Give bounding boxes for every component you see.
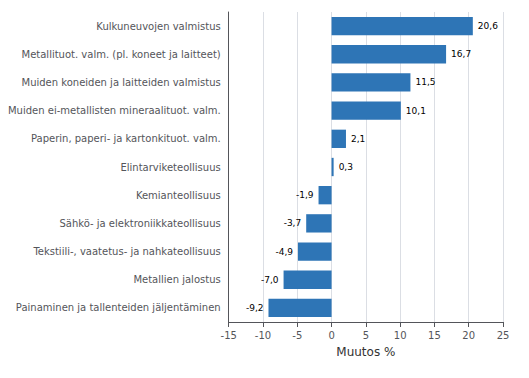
svg-text:0: 0: [328, 330, 334, 341]
svg-text:-3,7: -3,7: [284, 218, 302, 228]
svg-text:2,1: 2,1: [351, 134, 365, 144]
svg-text:Muiden koneiden ja laitteiden: Muiden koneiden ja laitteiden valmistus: [22, 77, 221, 88]
svg-text:Kemianteollisuus: Kemianteollisuus: [136, 190, 221, 201]
svg-text:Muutos %: Muutos %: [336, 345, 395, 359]
svg-text:-10: -10: [255, 330, 271, 341]
svg-text:Paperin, paperi- ja kartonkitu: Paperin, paperi- ja kartonkituot. valm.: [31, 133, 221, 144]
svg-text:16,7: 16,7: [451, 49, 471, 59]
svg-text:Kulkuneuvojen valmistus: Kulkuneuvojen valmistus: [96, 21, 220, 32]
svg-text:-9,2: -9,2: [246, 303, 264, 313]
svg-text:11,5: 11,5: [415, 77, 435, 87]
svg-text:10,1: 10,1: [406, 106, 426, 116]
svg-text:0,3: 0,3: [339, 162, 353, 172]
svg-text:15: 15: [428, 330, 441, 341]
svg-text:Metallien jalostus: Metallien jalostus: [133, 274, 220, 285]
svg-text:20,6: 20,6: [478, 21, 498, 31]
svg-text:-15: -15: [221, 330, 237, 341]
svg-text:Metallituot. valm. (pl. koneet: Metallituot. valm. (pl. koneet ja laitte…: [22, 49, 221, 60]
svg-text:25: 25: [497, 330, 510, 341]
svg-text:10: 10: [394, 330, 407, 341]
svg-text:-7,0: -7,0: [261, 275, 279, 285]
svg-text:Elintarviketeollisuus: Elintarviketeollisuus: [120, 162, 220, 173]
svg-text:Muiden ei-metallisten mineraal: Muiden ei-metallisten mineraalituot. val…: [8, 105, 221, 116]
svg-text:-1,9: -1,9: [296, 190, 314, 200]
svg-text:Painaminen ja tallenteiden jäl: Painaminen ja tallenteiden jäljentäminen: [16, 302, 221, 313]
svg-text:-4,9: -4,9: [275, 247, 293, 257]
svg-text:5: 5: [363, 330, 369, 341]
svg-text:-5: -5: [292, 330, 302, 341]
svg-text:20: 20: [462, 330, 475, 341]
svg-text:Tekstiili-, vaatetus- ja nahka: Tekstiili-, vaatetus- ja nahkateollisuus: [32, 246, 220, 257]
svg-text:Sähkö- ja elektroniikkateollis: Sähkö- ja elektroniikkateollisuus: [59, 218, 220, 229]
